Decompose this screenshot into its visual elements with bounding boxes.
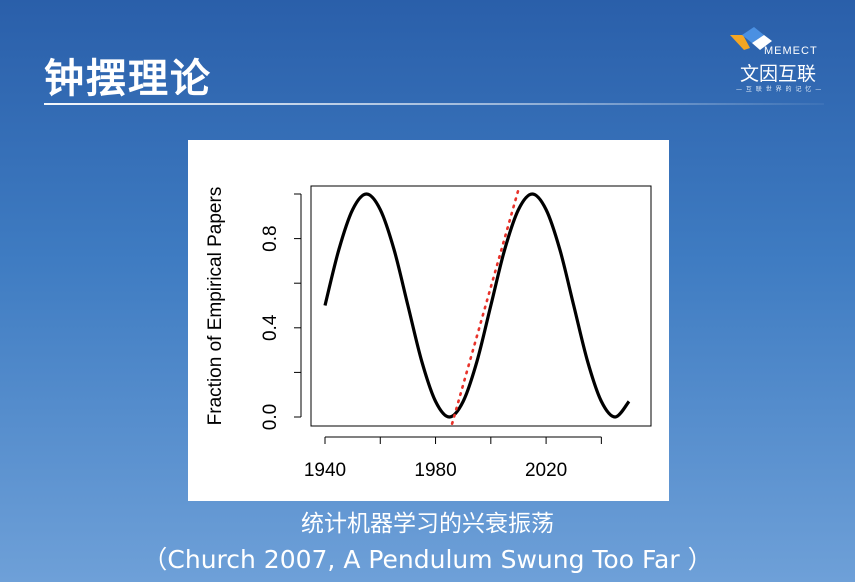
y-tick-label: 0.8	[260, 225, 281, 251]
caption-line-2: （Church 2007, A Pendulum Swung Too Far ）	[142, 545, 713, 574]
chart-panel: 1940 1980 2020 0.0 0.4 0.8 Fraction of Empiric…	[188, 140, 669, 501]
plot-frame	[310, 185, 652, 427]
logo-mark-icon	[730, 27, 772, 50]
x-tick-label: 2020	[525, 460, 567, 481]
y-tick-label: 0.0	[260, 404, 281, 430]
y-axis-title: Fraction of Empirical Papers	[205, 187, 226, 426]
logo-tagline: — 互 联 世 界 的 记 忆 —	[736, 86, 823, 93]
x-tick-label: 1940	[304, 460, 346, 481]
title-divider	[44, 103, 824, 105]
caption-line-1: 统计机器学习的兴衰振荡	[301, 511, 554, 537]
oscillation-curve	[323, 192, 631, 419]
trend-dotted-line	[450, 188, 520, 425]
slide-title: 钟摆理论	[44, 56, 212, 102]
pendulum-chart: 1940 1980 2020 0.0 0.4 0.8 Fraction of Empiric…	[205, 185, 652, 481]
memect-logo: MEMECT 文因互联 — 互 联 世 界 的 记 忆 —	[728, 26, 828, 96]
logo-wordmark: MEMECT	[764, 45, 818, 57]
logo-chinese-name: 文因互联	[740, 63, 817, 85]
x-tick-label: 1980	[414, 460, 456, 481]
y-tick-label: 0.4	[260, 314, 281, 341]
